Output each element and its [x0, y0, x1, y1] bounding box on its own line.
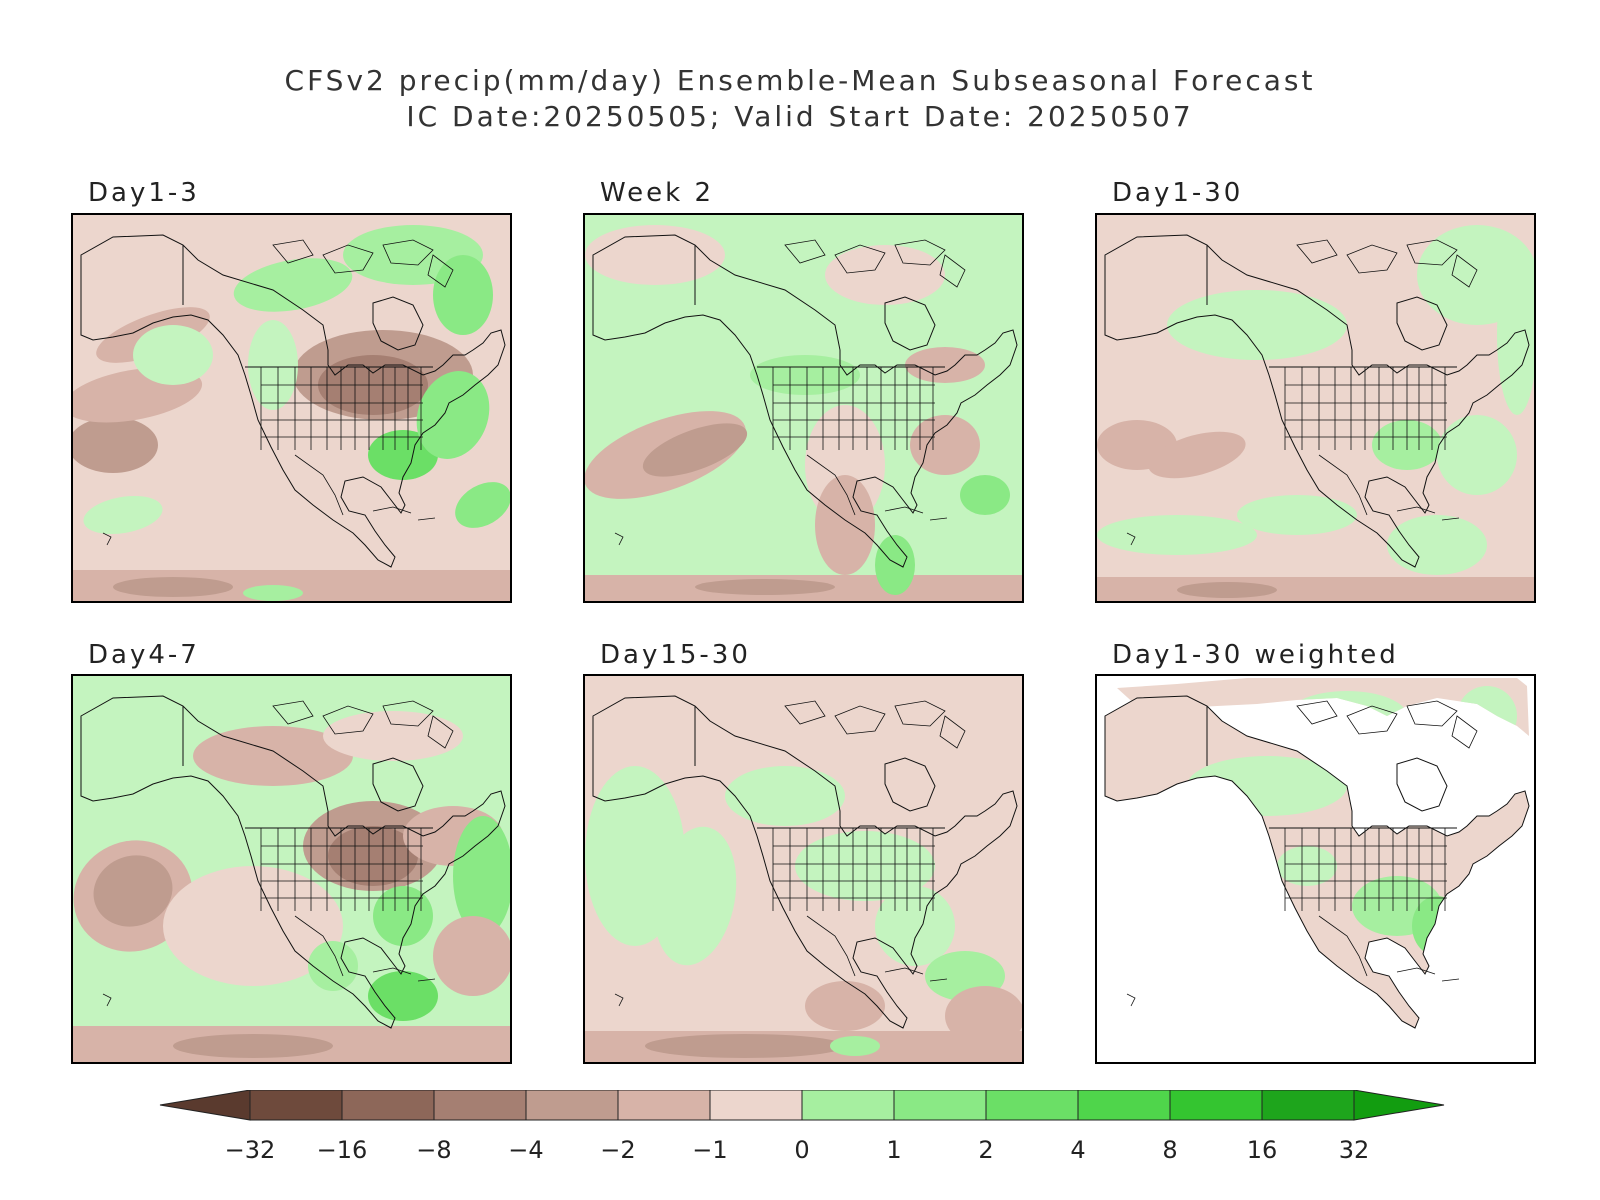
- panel-label-day1-30-weighted: Day1-30 weighted: [1112, 640, 1399, 670]
- precip-map-day1-30-weighted: [1097, 676, 1534, 1062]
- coastline-overlay: [592, 695, 1018, 1029]
- map-panel-day1-30-weighted: [1095, 674, 1536, 1064]
- colorbar-segment: [1169, 1090, 1263, 1121]
- colorbar-tick-label: 2: [978, 1136, 994, 1164]
- precip-map-day1-30: [1097, 215, 1534, 601]
- colorbar-tick-label: −2: [600, 1136, 636, 1164]
- panel-label-day4-7: Day4-7: [88, 640, 200, 670]
- coastline-overlay: [1104, 234, 1530, 568]
- state-boundaries: [260, 828, 423, 911]
- state-boundaries: [1284, 828, 1447, 911]
- colorbar-segment: [893, 1090, 987, 1121]
- panel-label-week2: Week 2: [600, 178, 715, 208]
- coastline-overlay: [1104, 695, 1530, 1029]
- colorbar-tick-label: 0: [794, 1136, 810, 1164]
- map-panel-day4-7: [71, 674, 512, 1064]
- colorbar-tick-label: 8: [1162, 1136, 1178, 1164]
- precip-map-day1-3: [73, 215, 510, 601]
- colorbar-segment: [801, 1090, 895, 1121]
- chart-subtitle: IC Date:20250505; Valid Start Date: 2025…: [406, 100, 1194, 133]
- state-boundaries: [1284, 367, 1447, 450]
- precip-map-week2: [585, 215, 1022, 601]
- colorbar-tick-label: 16: [1246, 1136, 1278, 1164]
- colorbar-segment: [249, 1090, 343, 1121]
- colorbar-tick-label: −4: [508, 1136, 544, 1164]
- colorbar-tick-label: −8: [416, 1136, 452, 1164]
- colorbar-arrow-high: [1353, 1090, 1445, 1121]
- colorbar-tick-label: 32: [1338, 1136, 1370, 1164]
- colorbar-segment: [1261, 1090, 1355, 1121]
- coastline-overlay: [80, 695, 506, 1029]
- panel-label-day1-30: Day1-30: [1112, 178, 1244, 208]
- map-panel-day15-30: [583, 674, 1024, 1064]
- colorbar: [159, 1090, 1445, 1121]
- precip-map-day4-7: [73, 676, 510, 1062]
- map-panel-week2: [583, 213, 1024, 603]
- colorbar-segment: [1077, 1090, 1171, 1121]
- colorbar-segment: [617, 1090, 711, 1121]
- colorbar-segment: [341, 1090, 435, 1121]
- colorbar-segment: [433, 1090, 527, 1121]
- map-panel-day1-3: [71, 213, 512, 603]
- colorbar-segment: [709, 1090, 803, 1121]
- map-panel-day1-30: [1095, 213, 1536, 603]
- panel-label-day15-30: Day15-30: [600, 640, 751, 670]
- precip-map-day15-30: [585, 676, 1022, 1062]
- colorbar-arrow-low: [159, 1090, 251, 1121]
- coastline-overlay: [592, 234, 1018, 568]
- colorbar-tick-label: −32: [224, 1136, 276, 1164]
- coastline-overlay: [80, 234, 506, 568]
- panel-label-day1-3: Day1-3: [88, 178, 200, 208]
- colorbar-tick-label: 4: [1070, 1136, 1086, 1164]
- colorbar-segment: [985, 1090, 1079, 1121]
- state-boundaries: [772, 367, 935, 450]
- colorbar-tick-label: 1: [886, 1136, 902, 1164]
- colorbar-tick-label: −1: [692, 1136, 728, 1164]
- chart-title: CFSv2 precip(mm/day) Ensemble-Mean Subse…: [284, 64, 1316, 97]
- state-boundaries: [772, 828, 935, 911]
- colorbar-segment: [525, 1090, 619, 1121]
- colorbar-tick-label: −16: [316, 1136, 368, 1164]
- state-boundaries: [260, 367, 423, 450]
